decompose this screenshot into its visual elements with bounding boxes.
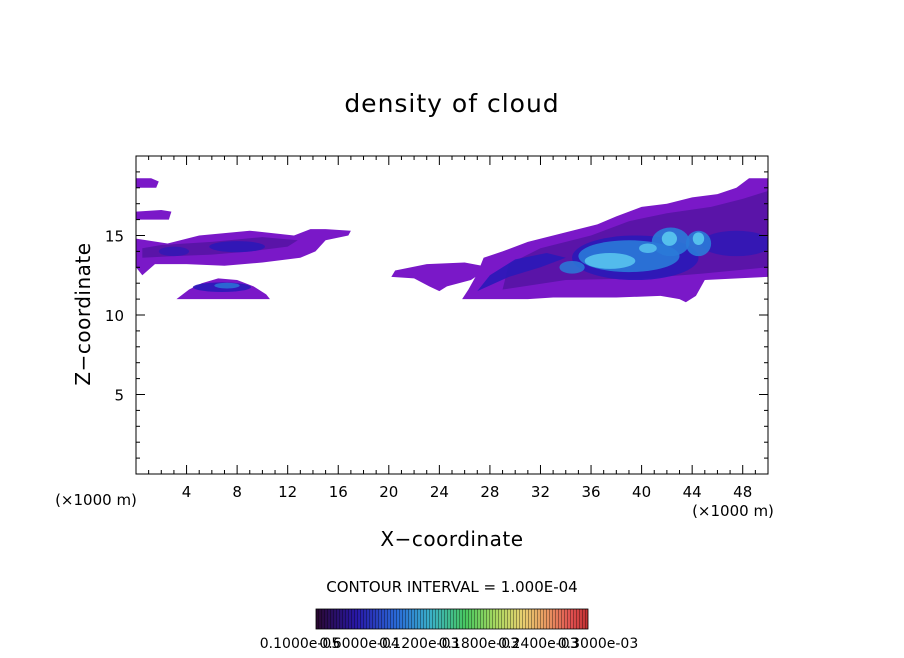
colorbar-label: 0.1000e-05 — [260, 636, 340, 652]
cloud-complex-right-peak — [584, 252, 636, 269]
x-tick-label: 32 — [531, 483, 550, 501]
y-tick-label: 10 — [105, 307, 124, 325]
x-tick-label: 24 — [430, 483, 449, 501]
colorbar-label: 0.1200e-03 — [379, 636, 459, 652]
x-tick-label: 40 — [632, 483, 651, 501]
x-unit-left: (×1000 m) — [55, 491, 137, 509]
x-unit-right: (×1000 m) — [692, 502, 774, 520]
density-field — [136, 178, 768, 303]
cloud-strand-middle — [391, 262, 490, 292]
colorbar-label: 0.1800e-03 — [439, 636, 519, 652]
cloud-complex-right-peak — [639, 243, 657, 253]
cloud-complex-right-peak — [661, 231, 677, 246]
x-tick-label: 16 — [329, 483, 348, 501]
x-tick-label: 20 — [379, 483, 398, 501]
chart-title: density of cloud — [344, 89, 559, 118]
x-axis-label: X−coordinate — [380, 527, 523, 551]
colorbar-label: 0.2400e-03 — [498, 636, 578, 652]
x-tick-label: 28 — [480, 483, 499, 501]
y-tick-label: 15 — [105, 228, 124, 246]
cloud-complex-right-dense — [559, 260, 585, 274]
contour-interval-label: CONTOUR INTERVAL = 1.000E-04 — [326, 578, 577, 596]
y-tick-label: 5 — [114, 387, 124, 405]
x-tick-label: 44 — [683, 483, 702, 501]
colorbar-label: 0.6000e-04 — [319, 636, 400, 652]
cloud-complex-right-lower-arc — [477, 252, 566, 292]
cloud-patch-upper-left — [136, 210, 172, 220]
cloud-band-left-dense — [158, 246, 190, 257]
x-axis-ticks — [148, 156, 756, 474]
cloud-complex-right-core — [701, 230, 768, 257]
x-tick-label: 8 — [232, 483, 242, 501]
y-axis-tick-labels: 5 10 15 — [105, 228, 124, 405]
cloud-complex-right-peak — [692, 232, 705, 246]
cloud-patch-upper-left — [136, 178, 159, 188]
cloud-blob-lower-left-peak — [214, 282, 240, 289]
colorbar-labels: 0.1000e-050.6000e-040.1200e-030.1800e-03… — [260, 636, 638, 652]
x-tick-label: 12 — [278, 483, 297, 501]
cloud-band-left-dense — [209, 241, 265, 253]
y-axis-label: Z−coordinate — [71, 242, 95, 385]
x-tick-label: 36 — [581, 483, 600, 501]
x-axis-tick-labels: 4 8 12 16 20 24 28 32 36 40 44 48 — [182, 483, 752, 501]
x-tick-label: 48 — [733, 483, 752, 501]
colorbar-label: 0.3000e-03 — [558, 636, 638, 652]
x-tick-label: 4 — [182, 483, 192, 501]
colorbar — [315, 608, 589, 630]
y-axis-ticks — [136, 171, 768, 459]
